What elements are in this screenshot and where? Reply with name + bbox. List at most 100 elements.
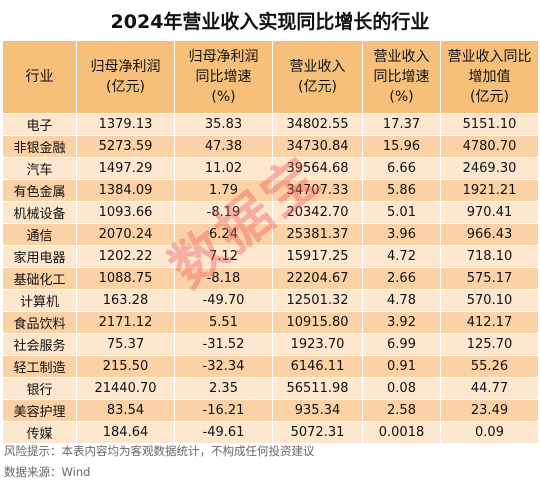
industry-cell: 通信 [2, 223, 77, 246]
value-cell: 4780.70 [440, 135, 539, 158]
value-cell: -31.52 [174, 333, 273, 356]
industry-cell: 基础化工 [2, 267, 77, 290]
value-cell: 17.37 [362, 113, 441, 136]
industry-cell: 家用电器 [2, 245, 77, 268]
table-body: 电子 1379.13 35.83 34802.55 17.37 5151.10 非银金融 52… [2, 113, 539, 444]
value-cell: 15917.25 [272, 245, 363, 268]
value-cell: -8.18 [174, 267, 273, 290]
table-row: 电子 1379.13 35.83 34802.55 17.37 5151.10 [2, 113, 539, 136]
value-cell: 20342.70 [272, 201, 363, 224]
column-header: 归母净利润 同比增速 (%) [174, 40, 273, 114]
table-row: 银行 21440.70 2.35 56511.98 0.08 44.77 [2, 377, 539, 400]
value-cell: 0.0018 [362, 421, 441, 444]
value-cell: 4.72 [362, 245, 441, 268]
table-row: 有色金属 1384.09 1.79 34707.33 5.86 1921.21 [2, 179, 539, 202]
value-cell: 35.83 [174, 113, 273, 136]
table-row: 非银金融 5273.59 47.38 34730.84 15.96 4780.70 [2, 135, 539, 158]
value-cell: 5.51 [174, 311, 273, 334]
value-cell: 1.79 [174, 179, 273, 202]
value-cell: 7.12 [174, 245, 273, 268]
value-cell: 2.58 [362, 399, 441, 422]
value-cell: -49.70 [174, 289, 273, 312]
value-cell: 6.99 [362, 333, 441, 356]
value-cell: 1093.66 [76, 201, 175, 224]
table-row: 基础化工 1088.75 -8.18 22204.67 2.66 575.17 [2, 267, 539, 290]
industry-cell: 有色金属 [2, 179, 77, 202]
value-cell: 1384.09 [76, 179, 175, 202]
value-cell: 83.54 [76, 399, 175, 422]
table-row: 食品饮料 2171.12 5.51 10915.80 3.92 412.17 [2, 311, 539, 334]
value-cell: 2070.24 [76, 223, 175, 246]
value-cell: 1202.22 [76, 245, 175, 268]
table-row: 传媒 184.64 -49.61 5072.31 0.0018 0.09 [2, 421, 539, 444]
value-cell: 3.96 [362, 223, 441, 246]
value-cell: 25381.37 [272, 223, 363, 246]
table-header: 行业 归母净利润 (亿元) 归母净利润 同比增速 (%) 营业收入 (亿元) 营业收入 同比增速(… [2, 40, 539, 114]
value-cell: 10915.80 [272, 311, 363, 334]
table-row: 社会服务 75.37 -31.52 1923.70 6.99 125.70 [2, 333, 539, 356]
industry-cell: 食品饮料 [2, 311, 77, 334]
value-cell: 3.92 [362, 311, 441, 334]
value-cell: 125.70 [440, 333, 539, 356]
value-cell: 5.86 [362, 179, 441, 202]
column-header: 营业收入 (亿元) [272, 40, 363, 114]
column-header: 营业收入同比 增加值 (亿元) [440, 40, 539, 114]
value-cell: 412.17 [440, 311, 539, 334]
value-cell: 4.78 [362, 289, 441, 312]
value-cell: 1921.21 [440, 179, 539, 202]
value-cell: 2171.12 [76, 311, 175, 334]
value-cell: 0.08 [362, 377, 441, 400]
industry-cell: 计算机 [2, 289, 77, 312]
value-cell: 47.38 [174, 135, 273, 158]
column-header: 行业 [2, 40, 77, 114]
value-cell: 215.50 [76, 355, 175, 378]
table-row: 美容护理 83.54 -16.21 935.34 2.58 23.49 [2, 399, 539, 422]
value-cell: 23.49 [440, 399, 539, 422]
value-cell: 5072.31 [272, 421, 363, 444]
value-cell: 5151.10 [440, 113, 539, 136]
value-cell: 163.28 [76, 289, 175, 312]
value-cell: 34707.33 [272, 179, 363, 202]
value-cell: 75.37 [76, 333, 175, 356]
value-cell: 935.34 [272, 399, 363, 422]
table-row: 家用电器 1202.22 7.12 15917.25 4.72 718.10 [2, 245, 539, 268]
value-cell: 1379.13 [76, 113, 175, 136]
value-cell: -8.19 [174, 201, 273, 224]
table-row: 通信 2070.24 6.24 25381.37 3.96 966.43 [2, 223, 539, 246]
column-header: 归母净利润 (亿元) [76, 40, 175, 114]
value-cell: 34730.84 [272, 135, 363, 158]
value-cell: 1497.29 [76, 157, 175, 180]
table-row: 计算机 163.28 -49.70 12501.32 4.78 570.10 [2, 289, 539, 312]
table-row: 轻工制造 215.50 -32.34 6146.11 0.91 55.26 [2, 355, 539, 378]
value-cell: 39564.68 [272, 157, 363, 180]
value-cell: 718.10 [440, 245, 539, 268]
value-cell: 570.10 [440, 289, 539, 312]
risk-disclaimer: 风险提示：本表内容均为客观数据统计，不构成任何投资建议 [4, 444, 315, 458]
value-cell: 5.01 [362, 201, 441, 224]
value-cell: 6146.11 [272, 355, 363, 378]
value-cell: 15.96 [362, 135, 441, 158]
column-header: 营业收入 同比增速 (%) [362, 40, 441, 114]
value-cell: 2.35 [174, 377, 273, 400]
industry-cell: 非银金融 [2, 135, 77, 158]
table-title: 2024年营业收入实现同比增长的行业 [110, 10, 430, 33]
industry-cell: 传媒 [2, 421, 77, 444]
industry-revenue-table: 行业 归母净利润 (亿元) 归母净利润 同比增速 (%) 营业收入 (亿元) 营业收入 同比增速(… [2, 40, 539, 444]
value-cell: -32.34 [174, 355, 273, 378]
value-cell: 12501.32 [272, 289, 363, 312]
value-cell: 2469.30 [440, 157, 539, 180]
industry-cell: 机械设备 [2, 201, 77, 224]
value-cell: 55.26 [440, 355, 539, 378]
industry-cell: 轻工制造 [2, 355, 77, 378]
value-cell: 6.24 [174, 223, 273, 246]
value-cell: 1088.75 [76, 267, 175, 290]
value-cell: 22204.67 [272, 267, 363, 290]
value-cell: 56511.98 [272, 377, 363, 400]
value-cell: 34802.55 [272, 113, 363, 136]
industry-cell: 银行 [2, 377, 77, 400]
value-cell: -16.21 [174, 399, 273, 422]
header-row: 行业 归母净利润 (亿元) 归母净利润 同比增速 (%) 营业收入 (亿元) 营业收入 同比增速(… [2, 40, 539, 114]
industry-cell: 电子 [2, 113, 77, 136]
industry-cell: 汽车 [2, 157, 77, 180]
table-row: 汽车 1497.29 11.02 39564.68 6.66 2469.30 [2, 157, 539, 180]
